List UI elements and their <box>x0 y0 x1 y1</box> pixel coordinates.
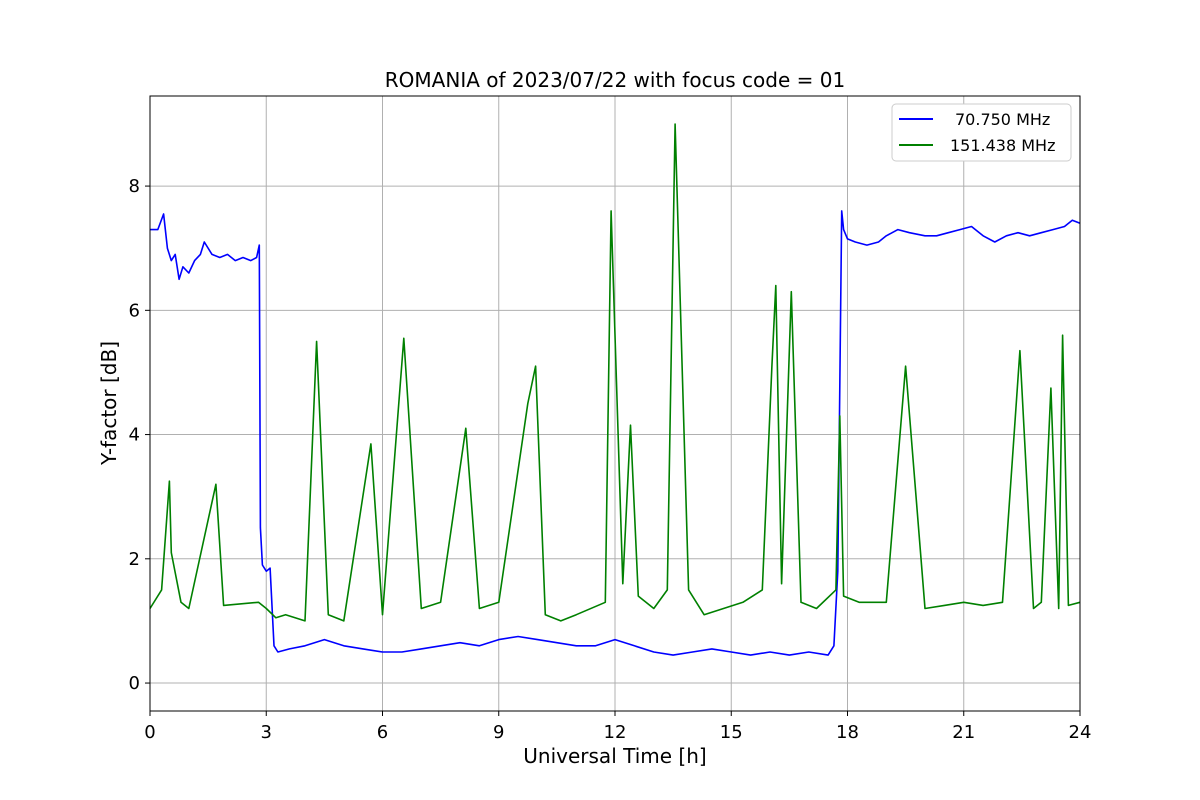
legend: 70.750 MHz 151.438 MHz <box>891 103 1072 162</box>
y-tick-label: 2 <box>129 549 140 570</box>
x-tick-label: 18 <box>836 722 859 743</box>
x-tick-label: 0 <box>144 722 155 743</box>
x-tick-label: 6 <box>377 722 388 743</box>
x-tick-label: 9 <box>493 722 504 743</box>
y-tick-label: 4 <box>129 425 140 446</box>
x-tick-label: 24 <box>1069 722 1092 743</box>
x-tick-label: 15 <box>720 722 743 743</box>
x-axis-ticks: 0 3 6 9 12 15 18 21 24 <box>144 711 1091 743</box>
x-tick-label: 12 <box>604 722 627 743</box>
legend-label-70750: 70.750 MHz <box>955 110 1050 129</box>
y-axis-ticks: 0 2 4 6 8 <box>129 176 150 694</box>
y-tick-label: 8 <box>129 176 140 197</box>
x-tick-label: 21 <box>952 722 975 743</box>
series-line-1 <box>149 123 1081 622</box>
series-group <box>149 123 1081 656</box>
legend-box <box>891 103 1072 162</box>
y-tick-label: 0 <box>129 673 140 694</box>
y-tick-label: 6 <box>129 300 140 321</box>
x-axis-label: Universal Time [h] <box>523 744 706 768</box>
x-tick-label: 3 <box>261 722 272 743</box>
legend-label-151438: 151.438 MHz <box>950 136 1055 155</box>
chart-title: ROMANIA of 2023/07/22 with focus code = … <box>385 68 845 92</box>
y-axis-label: Y-factor [dB] <box>97 341 121 466</box>
series-line-0 <box>150 210 1081 656</box>
